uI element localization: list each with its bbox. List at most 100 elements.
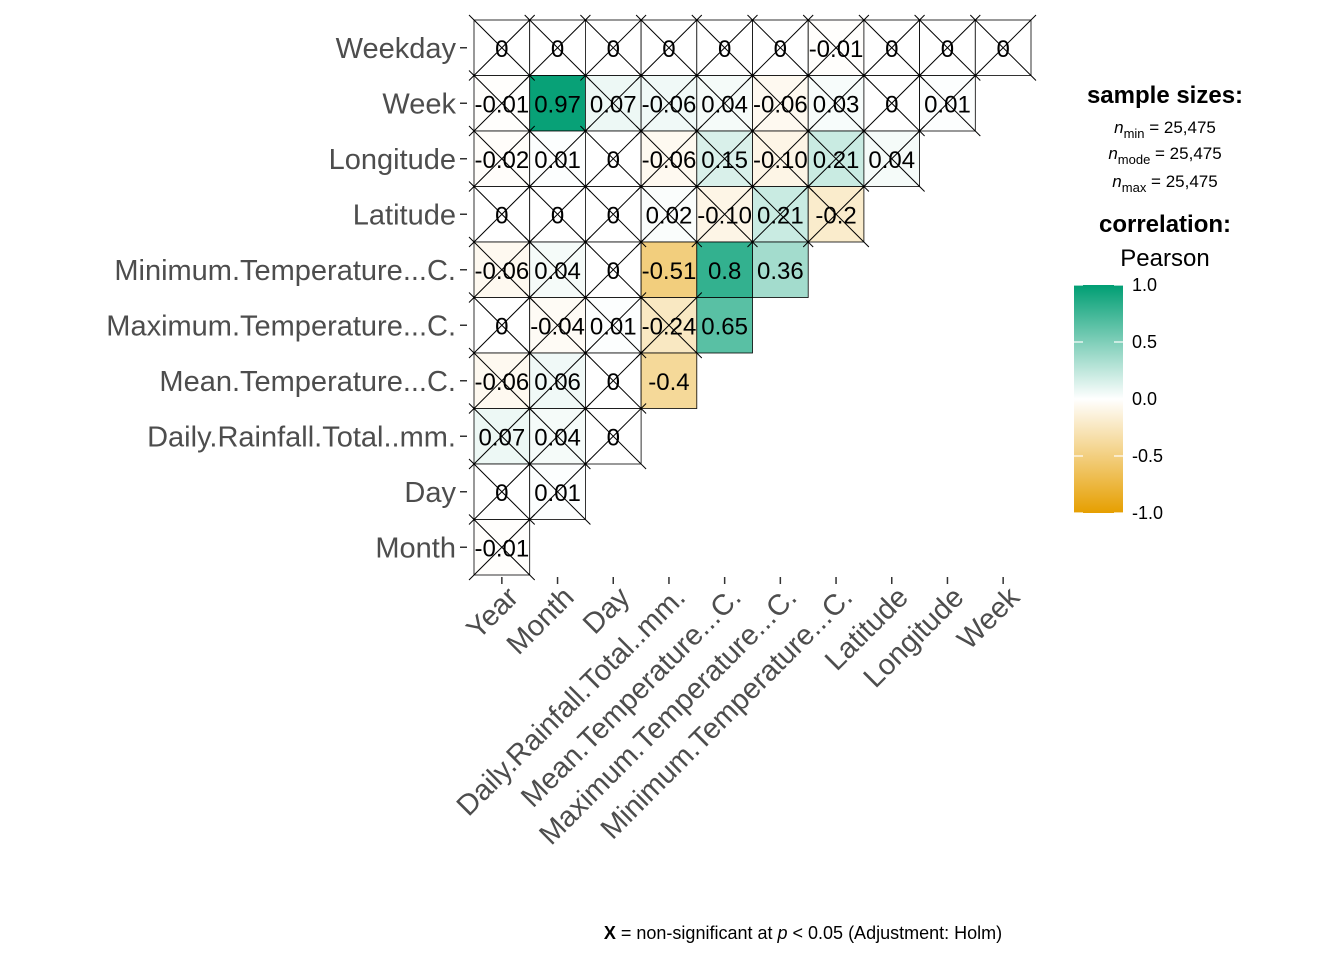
nonsignificant-cross-line [635, 292, 703, 359]
nonsignificant-cross-line [468, 181, 536, 248]
y-axis-labels: Weekday Week Longitude Latitude Minimum.Temp… [106, 33, 467, 564]
heatmap-cell [752, 241, 809, 298]
cell-value-label: 0.15 [701, 147, 748, 174]
cell-value-label: 0 [607, 369, 620, 396]
cell-value-label: -0.06 [474, 369, 529, 396]
n-mode-line: nmode = 25,475 [1108, 144, 1221, 167]
heatmap-cell [640, 241, 698, 298]
legend-tick-label: -1.0 [1132, 503, 1163, 523]
cell-value-label: -0.01 [474, 535, 529, 562]
nonsignificant-cross-line [691, 70, 758, 137]
sample-sizes-legend: sample sizes: nmin = 25,475 nmode = 25,4… [1087, 82, 1243, 195]
cell-value-label: 0 [607, 36, 620, 63]
cell-value-label: 0.97 [534, 91, 581, 118]
cell-value-label: 0.01 [924, 91, 971, 118]
cell-value-label: -0.10 [697, 202, 752, 229]
nonsignificant-cross-line [524, 403, 591, 470]
nonsignificant-cross-line [468, 403, 536, 470]
cell-value-label: 0.06 [534, 369, 581, 396]
nonsignificant-cross-line [635, 14, 703, 81]
cell-value-label: -0.01 [474, 91, 529, 118]
nonsignificant-cross-line [580, 403, 647, 470]
y-tick-label: Weekday [336, 33, 457, 65]
nonsignificant-marks [468, 14, 1037, 581]
y-tick-label: Mean.Temperature...C. [159, 366, 456, 398]
cell-value-label: 0 [495, 313, 508, 340]
nonsignificant-cross-line [468, 236, 536, 303]
nonsignificant-cross-line [580, 70, 647, 137]
nonsignificant-cross-line [580, 14, 647, 81]
correlation-legend: correlation: Pearson 1.0 0.5 0.0 -0.5 -1.0 [1074, 211, 1231, 523]
nonsignificant-cross-line [635, 125, 703, 192]
nonsignificant-cross-line [858, 125, 925, 192]
nonsignificant-cross-line [747, 181, 814, 248]
nonsignificant-cross-line [524, 181, 591, 248]
nonsignificant-cross-line [969, 14, 1037, 81]
cell-value-label: -0.4 [648, 369, 689, 396]
cell-value-label: 0 [885, 36, 898, 63]
y-tick-label: Longitude [329, 144, 456, 176]
cell-value-label: -0.02 [474, 147, 529, 174]
cell-value-label: 0.01 [534, 480, 581, 507]
cell-value-label: 0.01 [534, 147, 581, 174]
cell-value-label: 0 [551, 202, 564, 229]
nonsignificant-cross-line [635, 70, 703, 137]
nonsignificant-cross-line [580, 125, 647, 192]
y-tick-label: Month [375, 532, 456, 564]
cell-value-label: -0.06 [642, 91, 697, 118]
nonsignificant-cross-line [747, 14, 814, 81]
cell-value-label: 0 [607, 202, 620, 229]
cell-value-label: -0.06 [753, 91, 808, 118]
cell-value-label: -0.01 [809, 36, 864, 63]
cell-value-label: 0 [495, 480, 508, 507]
cell-value-label: 0.03 [813, 91, 860, 118]
y-tick-label: Week [382, 88, 456, 120]
x-axis-labels: YearMonthDayDaily.Rainfall.Total..mm.Mea… [451, 577, 1026, 851]
nonsignificant-cross-line [524, 458, 591, 525]
heatmap-cell [529, 75, 586, 132]
cell-value-label: 0 [996, 36, 1009, 63]
cell-value-label: 0 [662, 36, 675, 63]
legend-tick-label: -0.5 [1132, 446, 1163, 466]
cell-value-label: 0.21 [813, 147, 860, 174]
n-max-line: nmax = 25,475 [1112, 172, 1217, 195]
caption: X = non-significant at p < 0.05 (Adjustm… [604, 923, 1002, 943]
nonsignificant-cross-line [747, 70, 814, 137]
cell-value-label: 0.04 [701, 91, 748, 118]
nonsignificant-cross-line [802, 125, 870, 192]
cell-value-label: 0 [885, 91, 898, 118]
y-tick-label: Minimum.Temperature...C. [114, 255, 456, 287]
heatmap-cell [640, 352, 698, 409]
cell-value-label: 0 [495, 202, 508, 229]
cell-value-label: -0.2 [815, 202, 856, 229]
cell-value-label: -0.51 [642, 258, 697, 285]
nonsignificant-cross-line [747, 125, 814, 192]
cell-value-label: 0 [551, 36, 564, 63]
cell-value-label: 0 [607, 147, 620, 174]
nonsignificant-cross-line [691, 14, 758, 81]
cell-value-label: -0.06 [642, 147, 697, 174]
cell-value-label: 0 [495, 36, 508, 63]
legend-tick-label: 1.0 [1132, 275, 1157, 295]
cell-value-label: 0.8 [708, 258, 741, 285]
nonsignificant-cross-line [468, 292, 536, 359]
x-tick-label: Week [951, 581, 1026, 656]
nonsignificant-cross-line [802, 70, 870, 137]
correlation-title: correlation: [1099, 211, 1231, 238]
legend-tick-label: 0.5 [1132, 332, 1157, 352]
heatmap-cell [696, 241, 753, 298]
cell-value-label: 0 [774, 36, 787, 63]
nonsignificant-cross-line [914, 70, 981, 137]
cell-labels: 0 0 0 0 0 0 -0.01 0 0 0-0.01 0.97 0.07 -0.06 0.04 -0.0… [474, 36, 1009, 563]
nonsignificant-cross-line [468, 514, 536, 581]
cell-value-label: 0.07 [590, 91, 637, 118]
nonsignificant-cross-line [524, 292, 591, 359]
nonsignificant-cross-line [580, 236, 647, 303]
nonsignificant-cross-line [580, 347, 647, 414]
n-min-line: nmin = 25,475 [1114, 118, 1216, 141]
nonsignificant-cross-line [524, 236, 591, 303]
cell-value-label: -0.06 [474, 258, 529, 285]
cell-value-label: 0.21 [757, 202, 804, 229]
nonsignificant-cross-line [691, 125, 758, 192]
